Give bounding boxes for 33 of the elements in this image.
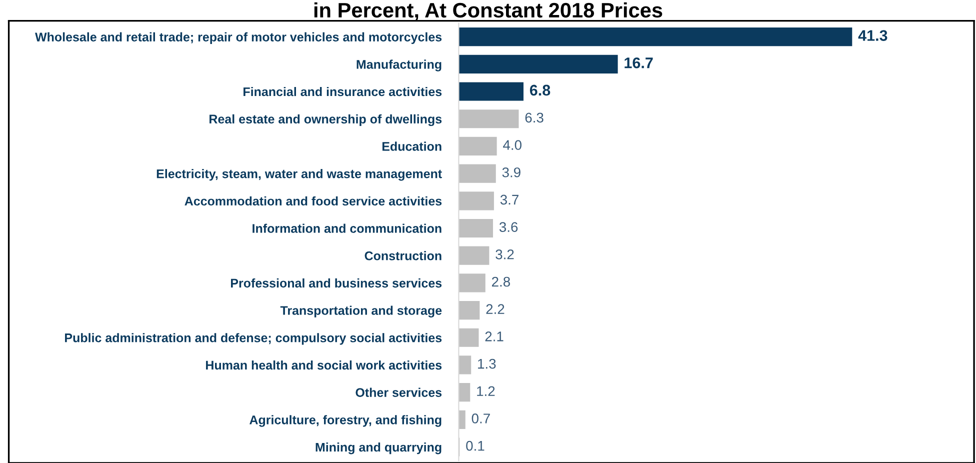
y-tick-label: Other services [356, 388, 442, 397]
data-label: 1.3 [478, 358, 496, 369]
y-tick-label: Information and communication [252, 224, 442, 233]
data-label: 3.9 [502, 167, 520, 178]
y-tick-label: Public administration and defense; compulsory social activities [65, 333, 442, 345]
data-label: 2.1 [485, 332, 504, 342]
chart-title: in Percent, At Constant 2018 Prices [314, 2, 662, 21]
y-tick-label: Education [382, 142, 442, 151]
y-tick-label: Manufacturing [356, 60, 442, 72]
y-tick-label: Transportation and storage [280, 306, 442, 318]
data-label: 0.7 [472, 414, 490, 424]
y-tick-label: Accommodation and food service activities [184, 196, 442, 206]
data-label: 3.6 [499, 222, 518, 232]
data-label: 16.7 [624, 57, 653, 68]
data-label: 3.2 [496, 249, 514, 260]
y-tick-label: Agriculture, forestry, and fishing [250, 415, 442, 427]
data-label: 1.2 [477, 386, 495, 396]
y-tick-label: Construction [364, 251, 442, 260]
y-tick-label: Wholesale and retail trade; repair of motor vehicles and motorcycles [35, 32, 442, 44]
y-tick-label: Financial and insurance activities [244, 86, 442, 96]
y-tick-label: Mining and quarrying [316, 442, 442, 454]
data-label: 6.8 [530, 84, 550, 96]
data-label: 6.3 [525, 112, 544, 123]
data-label: 2.2 [486, 304, 504, 314]
data-label: 0.1 [466, 440, 484, 451]
y-tick-label: Professional and business services [231, 278, 442, 288]
y-tick-label: Human health and social work activities [206, 360, 442, 370]
data-label: 4.0 [503, 140, 522, 150]
y-tick-label: Electricity, steam, water and waste management [156, 169, 442, 181]
data-label: 3.7 [500, 194, 518, 205]
data-label: 2.8 [492, 276, 510, 287]
data-label: 41.3 [858, 30, 888, 41]
y-tick-label: Real estate and ownership of dwellings [210, 114, 442, 126]
